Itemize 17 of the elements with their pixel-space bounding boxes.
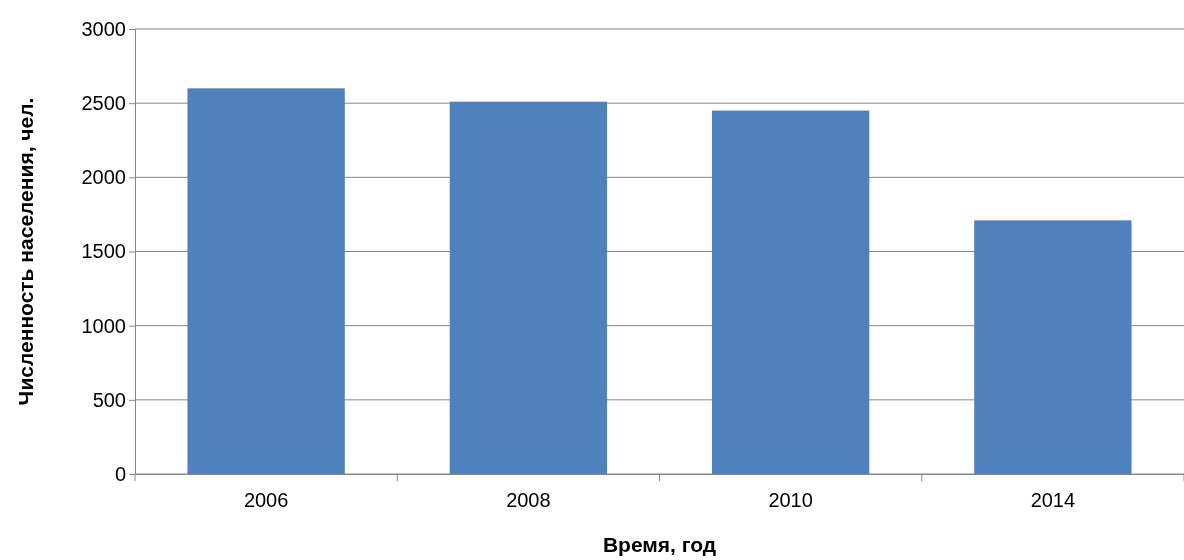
- y-tick-label: 3000: [81, 17, 126, 40]
- x-tick-label: 2008: [506, 489, 551, 511]
- y-tick-label: 500: [92, 388, 126, 411]
- y-axis-title: Численность населения, чел.: [14, 97, 37, 406]
- y-tick-label: 1000: [81, 314, 126, 337]
- y-tick-label: 1500: [81, 240, 126, 263]
- x-tick-label: 2010: [768, 489, 813, 511]
- bar: [449, 101, 608, 474]
- x-axis-title: Время, год: [602, 533, 717, 556]
- y-tick-label: 2500: [81, 92, 126, 115]
- bar: [711, 110, 870, 474]
- y-tick-label: 0: [114, 462, 126, 485]
- bar: [974, 220, 1132, 474]
- x-tick-label: 2014: [1030, 489, 1076, 511]
- bar: [187, 88, 345, 474]
- y-tick-label: 2000: [81, 166, 126, 189]
- x-tick-label: 2006: [243, 489, 289, 511]
